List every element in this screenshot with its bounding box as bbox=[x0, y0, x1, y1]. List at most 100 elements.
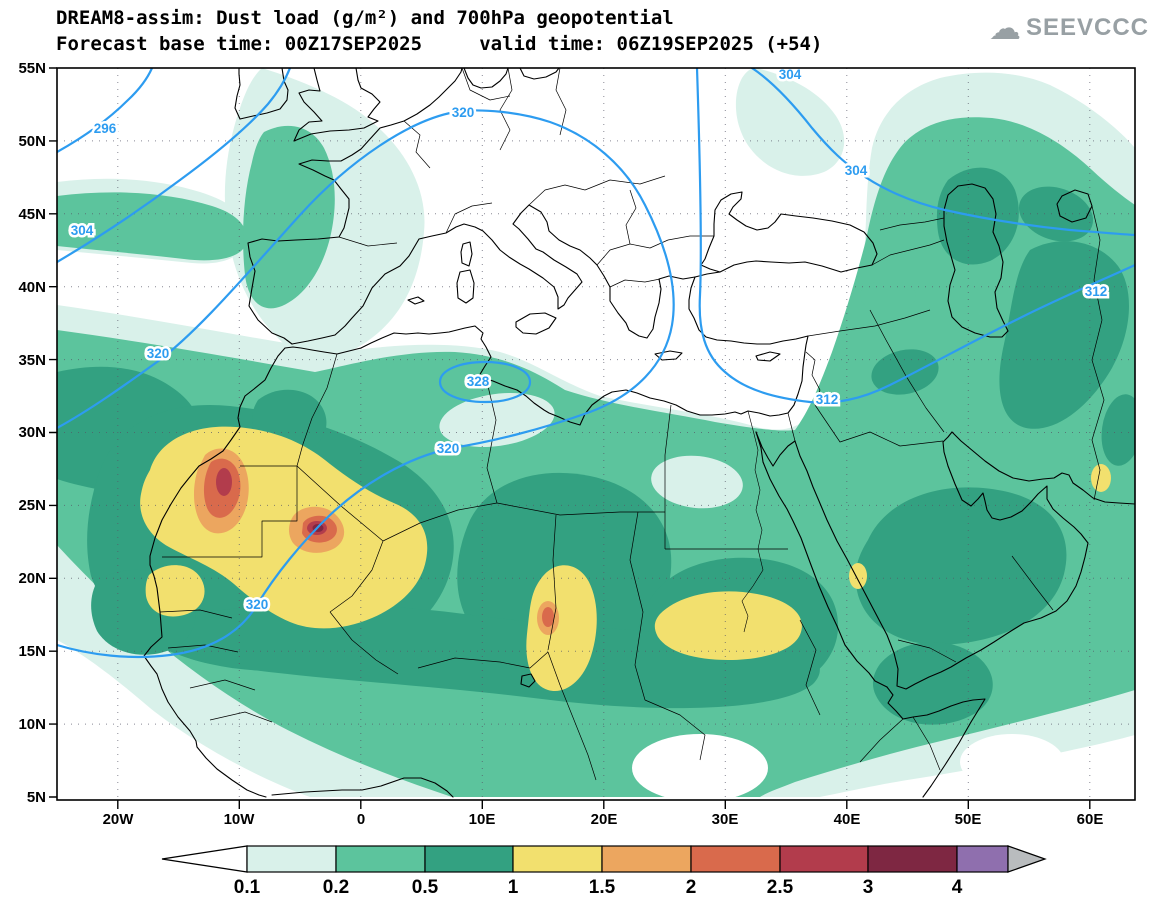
island-cyprus bbox=[755, 351, 781, 362]
coastline-red-sea-west bbox=[755, 431, 888, 688]
dust-region bbox=[872, 641, 993, 725]
lat-tick-label: 25N bbox=[18, 497, 46, 514]
coastlines bbox=[143, 68, 1135, 798]
lon-tick-label: 60E bbox=[1077, 811, 1104, 828]
border-lines-europe bbox=[338, 68, 714, 288]
clear-region bbox=[632, 734, 768, 800]
lon-tick-label: 10E bbox=[469, 811, 496, 828]
contour-label: 320 bbox=[437, 441, 460, 456]
contour-304-east bbox=[750, 68, 1135, 237]
contour-label: 304 bbox=[845, 163, 868, 178]
border-lines-africa bbox=[159, 353, 941, 781]
contour-312 bbox=[695, 68, 1135, 404]
colorbar-segment bbox=[424, 845, 514, 873]
colorbar-segment bbox=[601, 845, 692, 873]
geopotential-contours bbox=[57, 68, 1135, 659]
colorbar-segment bbox=[246, 845, 337, 873]
map-title: DREAM8-assim: Dust load (g/m²) and 700hP… bbox=[56, 7, 674, 29]
axis-ticks bbox=[49, 67, 1091, 809]
lat-tick-label: 15N bbox=[18, 643, 46, 660]
lon-tick-label: 40E bbox=[834, 811, 861, 828]
coastline-africa-levant bbox=[143, 276, 809, 798]
lat-tick-label: 40N bbox=[18, 279, 46, 296]
dust-region bbox=[849, 563, 867, 589]
geopotential-contour-labels: 296 304 320 304 304 312 320 328 320 312 … bbox=[68, 67, 1110, 615]
map-plot-area: 296 304 320 304 304 312 320 328 320 312 … bbox=[57, 67, 1135, 800]
coastline-britain bbox=[293, 68, 381, 142]
colorbar-segment bbox=[956, 845, 1009, 873]
lon-tick-label: 20W bbox=[103, 811, 135, 828]
cloud-icon: ☁ bbox=[988, 9, 1021, 47]
coastline-horn-of-africa bbox=[886, 686, 986, 798]
logo-text: SEEVCCC bbox=[1025, 14, 1149, 41]
coastline-persian-gulf-north bbox=[951, 431, 1135, 505]
lake-chad bbox=[520, 673, 536, 688]
coastline-gulf-of-guinea bbox=[271, 777, 454, 798]
map-subtitle-times: Forecast base time: 00Z17SEP2025 valid t… bbox=[56, 33, 823, 55]
coastline-caspian-sea bbox=[943, 183, 1009, 338]
contour-label: 320 bbox=[147, 346, 170, 361]
colorbar-level-label: 2 bbox=[686, 877, 697, 898]
island-balearic bbox=[407, 296, 425, 305]
lat-tick-label: 50N bbox=[18, 133, 46, 150]
dust-region bbox=[651, 455, 743, 509]
dust-region bbox=[159, 604, 820, 709]
dust-region bbox=[871, 349, 939, 395]
dust-region bbox=[855, 487, 1067, 645]
contour-label: 304 bbox=[71, 223, 94, 238]
lat-tick-label: 45N bbox=[18, 206, 46, 223]
dust-region bbox=[860, 280, 916, 312]
contour-label: 328 bbox=[467, 374, 490, 389]
colorbar-labels: 0.1 0.2 0.5 1 1.5 2 2.5 3 4 bbox=[234, 877, 963, 898]
contour-328-closed bbox=[438, 360, 532, 404]
dust-region bbox=[999, 241, 1129, 429]
colorbar-segment bbox=[779, 845, 869, 873]
dust-region bbox=[542, 607, 554, 627]
lat-tick-label: 35N bbox=[18, 352, 46, 369]
dust-region bbox=[439, 393, 555, 447]
contour-label: 304 bbox=[779, 67, 802, 82]
lon-tick-label: 50E bbox=[955, 811, 982, 828]
dust-region bbox=[243, 125, 335, 309]
lat-tick-label: 55N bbox=[18, 60, 46, 77]
colorbar-level-label: 0.2 bbox=[323, 877, 349, 898]
lon-tick-label: 20E bbox=[591, 811, 618, 828]
colorbar-level-label: 0.5 bbox=[412, 877, 439, 898]
latitude-axis: 55N 50N 45N 40N 35N 30N 25N 20N 15N 10N … bbox=[18, 60, 46, 806]
dust-region bbox=[526, 565, 597, 692]
lon-tick-label: 10W bbox=[224, 811, 256, 828]
colorbar-segment bbox=[512, 845, 603, 873]
contour-296 bbox=[57, 68, 154, 154]
colorbar-level-label: 4 bbox=[952, 877, 963, 898]
contour-label: 296 bbox=[94, 121, 117, 136]
border-lines-middle-east bbox=[787, 205, 1105, 663]
dust-fill-level-2.5 bbox=[216, 468, 327, 535]
river-nile bbox=[741, 410, 764, 633]
coastline-sinai bbox=[755, 431, 796, 467]
island-sicily bbox=[515, 312, 557, 335]
dust-region bbox=[654, 591, 802, 660]
lon-tick-label: 0 bbox=[357, 811, 365, 828]
island-sardinia bbox=[456, 269, 475, 304]
colorbar-level-label: 3 bbox=[863, 877, 874, 898]
clear-region bbox=[960, 734, 1064, 790]
coastline-aral-sea bbox=[1056, 189, 1093, 223]
contour-label: 320 bbox=[246, 597, 269, 612]
coastline-mediterranean-north bbox=[291, 191, 878, 345]
dust-region bbox=[735, 68, 845, 176]
colorbar-segment bbox=[867, 845, 958, 873]
colorbar-level-label: 1.5 bbox=[589, 877, 616, 898]
map-frame bbox=[56, 67, 1136, 801]
contour-label: 312 bbox=[1085, 284, 1108, 299]
dust-region bbox=[216, 468, 232, 496]
seevccc-logo: ☁ SEEVCCC bbox=[989, 12, 1149, 44]
colorbar-level-label: 2.5 bbox=[767, 877, 794, 898]
dust-region bbox=[57, 192, 247, 261]
contour-320-loop bbox=[57, 109, 675, 659]
lat-tick-label: 30N bbox=[18, 424, 46, 441]
island-corsica bbox=[460, 241, 473, 267]
colorbar-arrow-right bbox=[1007, 845, 1047, 873]
coastline-arabia bbox=[794, 431, 1089, 690]
country-borders bbox=[159, 68, 1105, 781]
coastline-ireland bbox=[234, 68, 289, 120]
